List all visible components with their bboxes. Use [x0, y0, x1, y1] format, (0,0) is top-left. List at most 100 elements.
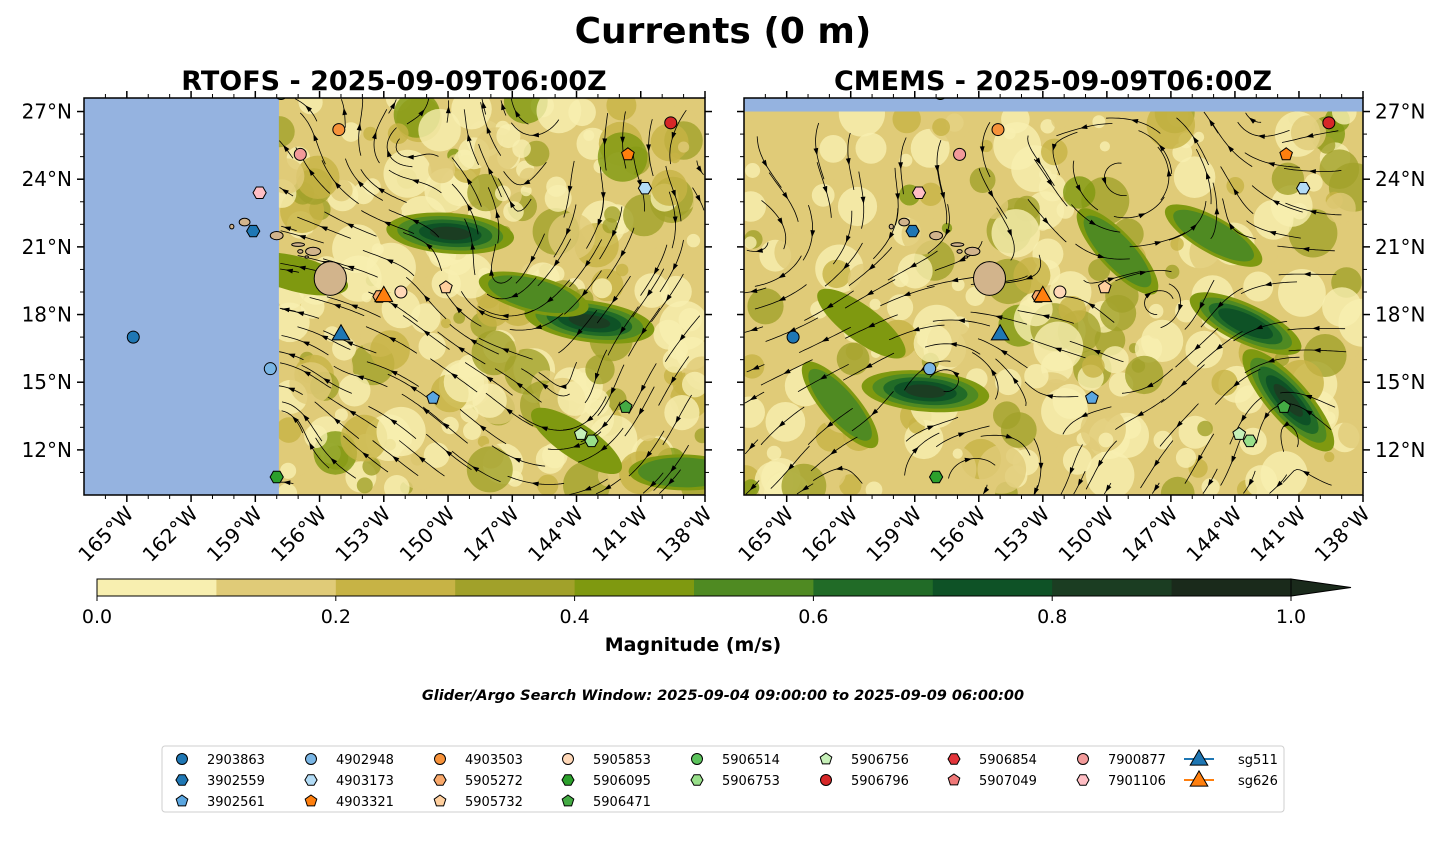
platform-marker-3902559 [246, 224, 261, 238]
panel-title-rtofs: RTOFS - 2025-09-09T06:00Z [181, 66, 607, 97]
streamline-arrow [826, 421, 834, 428]
x-tick-label: 162°W [797, 501, 862, 566]
streamline-arrow [670, 465, 677, 473]
streamline-arrow [1038, 462, 1044, 470]
streamline-arrow [1153, 459, 1160, 468]
y-tick-label: 18°N [1375, 303, 1425, 327]
legend-marker [175, 794, 189, 807]
streamline-arrow [665, 294, 672, 302]
y-tick-label: 27°N [22, 100, 72, 124]
streamline-arrow [586, 415, 594, 422]
streamlines-cmems [744, 111, 1347, 495]
y-tick-label: 18°N [22, 303, 72, 327]
streamline-arrow [641, 327, 647, 335]
legend-marker [820, 774, 832, 786]
streamline-arrow [1209, 119, 1215, 127]
streamline-arrow [1207, 479, 1214, 487]
streamline-arrow [1166, 169, 1172, 177]
legend-entry-5905853: 5905853 [562, 753, 651, 768]
platform-marker-3902561 [426, 390, 440, 404]
colorbar-tick-label: 0.4 [559, 606, 589, 628]
streamline-arrow [567, 185, 573, 194]
streamline-arrow [1138, 213, 1146, 219]
streamline-arrow [501, 313, 509, 319]
legend-marker [304, 794, 318, 807]
legend-entry-4903321: 4903321 [304, 794, 394, 810]
streamline-arrow [1267, 357, 1275, 363]
island-kahoolawe [304, 255, 309, 259]
streamline-arrow [283, 480, 291, 486]
colorbar-segment [574, 579, 695, 596]
streamline-arrow [387, 149, 392, 158]
streamline-arrow [342, 107, 348, 116]
streamline-arrow [867, 322, 876, 328]
streamline-arrow [1199, 301, 1205, 310]
legend-label: 3902559 [207, 774, 265, 789]
streamline-arrow [888, 231, 895, 240]
streamline-arrow [995, 315, 1003, 320]
streamline-arrow [489, 268, 494, 276]
legend-marker [947, 753, 961, 765]
streamline-arrow [287, 387, 296, 393]
streamline-arrow [990, 368, 997, 377]
island-kauai [898, 217, 910, 227]
streamline-arrow [356, 123, 362, 131]
legend-label: 5906095 [593, 774, 651, 789]
platform-marker-7901106 [252, 186, 267, 199]
legend-entry-5907049: 5907049 [947, 773, 1037, 789]
streamline-arrow [1232, 380, 1240, 387]
platform-marker-5906095 [269, 470, 284, 484]
streamline-arrow [377, 187, 385, 194]
legend-label: 4902948 [336, 753, 394, 768]
y-tick-label: 12°N [22, 438, 72, 462]
streamline-arrow [501, 348, 510, 354]
platform-marker-7900877 [953, 147, 967, 161]
streamline-arrow [1268, 231, 1277, 236]
streamline-arrow [333, 304, 341, 309]
legend-label: 4903321 [336, 795, 394, 810]
legend-label: 5907049 [979, 774, 1037, 789]
streamline-arrow [481, 101, 487, 109]
legend-marker [305, 753, 317, 765]
streamline-arrow [1080, 412, 1088, 418]
legend-entry-sg626: sg626 [1184, 769, 1278, 789]
streamline-arrow [445, 106, 451, 114]
colorbar-tick-label: 0.2 [321, 606, 351, 628]
streamline-arrow [1217, 301, 1224, 309]
streamline-arrow [1215, 343, 1223, 351]
streamline-arrow [1097, 253, 1106, 259]
x-tick-label: 147°W [1117, 501, 1182, 566]
streamline-arrow [1012, 376, 1019, 384]
streamline-arrow [934, 165, 940, 173]
legend-label: 7901106 [1108, 774, 1166, 789]
streamline-arrow [653, 267, 660, 275]
streamline-arrow [1025, 274, 1033, 280]
streamline-arrow [1305, 409, 1313, 416]
streamline-arrow [755, 248, 763, 253]
legend-marker [562, 753, 574, 765]
platform-marker-sg626 [1033, 285, 1053, 303]
colorbar-tick-label: 0.8 [1037, 606, 1067, 628]
streamline-arrow [670, 376, 677, 384]
legend-entry-3902561: 3902561 [175, 794, 265, 810]
streamline-arrow [1263, 412, 1270, 420]
streamline-arrow [895, 193, 900, 201]
streamline-arrow [418, 456, 426, 463]
streamline-arrow [1255, 324, 1263, 330]
platform-marker-sg626 [374, 285, 394, 303]
streamline-arrow [322, 378, 331, 384]
streamline-arrow [1033, 487, 1039, 495]
streamline-arrow [287, 353, 296, 359]
legend-marker [691, 753, 703, 765]
streamline-arrow [479, 424, 487, 432]
streamline-arrow [553, 259, 560, 267]
streamline-arrow [1197, 454, 1203, 463]
streamline-arrow [1227, 145, 1234, 153]
streamline-arrow [1302, 246, 1310, 252]
streamline-arrow [576, 328, 583, 336]
streamline-arrow [822, 185, 828, 194]
streamline-arrow [333, 417, 341, 425]
figure-title: Currents (0 m) [575, 11, 872, 52]
map-frame-cmems [743, 97, 1364, 496]
